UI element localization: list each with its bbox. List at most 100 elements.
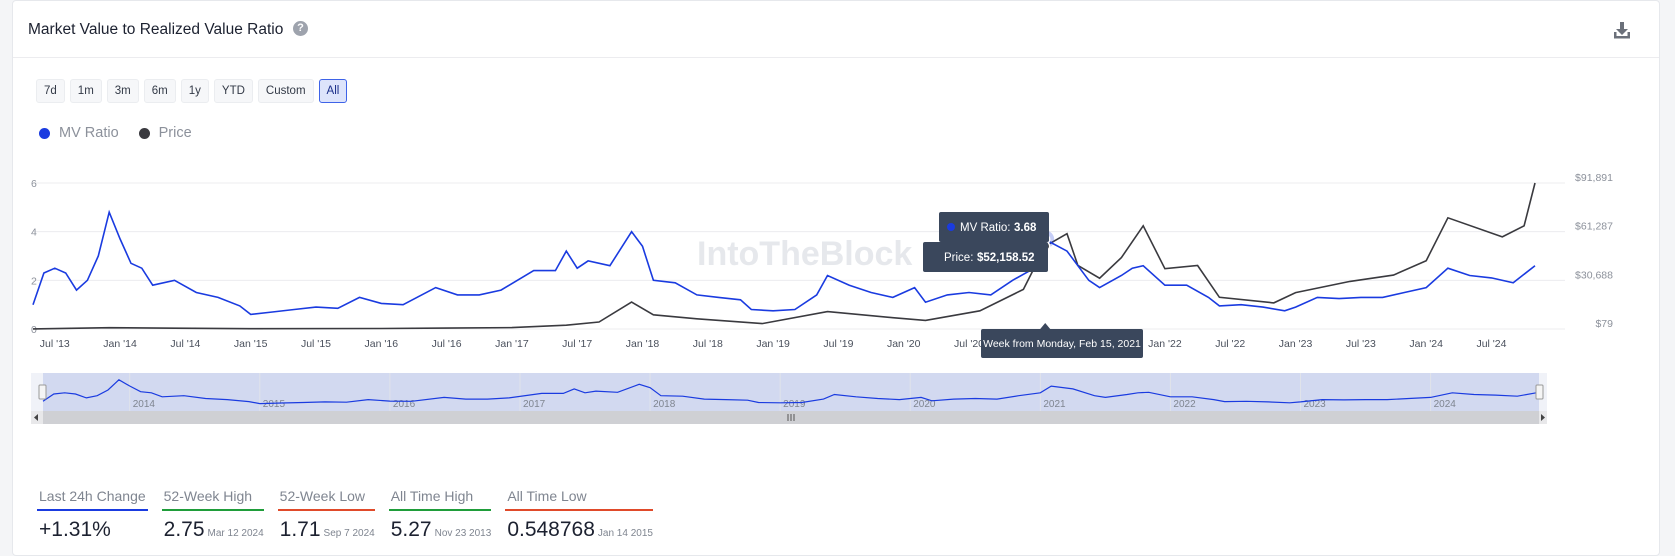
navigator-year-label: 2022 (1173, 399, 1196, 410)
scrollbar-left-arrow-icon (34, 414, 38, 421)
navigator-year-label: 2020 (913, 399, 936, 410)
scrollbar-right-arrow-icon (1541, 414, 1545, 421)
legend-dot-price (138, 127, 150, 139)
y-left-tick-label: 2 (31, 275, 37, 287)
stat-underline (388, 509, 492, 511)
tooltip-mv-dot (947, 223, 955, 231)
y-right-tick-label: $79 (1595, 318, 1613, 330)
x-tick-label: Jul '17 (562, 338, 592, 350)
stat-date: Nov 23 2013 (434, 528, 492, 539)
help-icon[interactable]: ? (293, 21, 308, 36)
x-tick-label: Jan '22 (1148, 338, 1182, 350)
navigator-series-line (42, 379, 1540, 405)
series-line-mv-ratio (32, 209, 1536, 316)
tooltip-mv-value: 3.68 (1014, 222, 1037, 234)
stat-label: Last 24h Change (39, 488, 146, 504)
card-title: Market Value to Realized Value Ratio (28, 21, 284, 38)
range-1y-button[interactable]: 1y (180, 79, 209, 103)
x-tick-label: Jul '20 (954, 338, 984, 350)
stat-value: 2.75 Mar 12 2024 (163, 518, 264, 541)
range-custom-button[interactable]: Custom (257, 79, 314, 103)
stat-value: 1.71 Sep 7 2024 (279, 518, 375, 541)
legend-item-mv-ratio[interactable]: MV Ratio (39, 125, 119, 141)
range-1m-button[interactable]: 1m (69, 79, 102, 103)
x-tick-label: Jan '17 (495, 338, 529, 350)
tooltip-date-text: Week from Monday, Feb 15, 2021 (983, 338, 1141, 350)
stat-label: 52-Week High (163, 488, 253, 504)
stat-value: +1.31% (39, 518, 111, 541)
navigator-year-label: 2021 (1043, 399, 1066, 410)
watermark-text: IntoTheBlock (697, 235, 912, 273)
range-ytd-button[interactable]: YTD (213, 79, 253, 103)
stat-52-week-low: 52-Week Low 1.71 Sep 7 2024 (277, 488, 375, 542)
stat-52-week-high: 52-Week High 2.75 Mar 12 2024 (161, 488, 264, 542)
y-left-tick-label: 6 (31, 178, 37, 190)
tooltip-date-caret (1040, 323, 1051, 329)
x-tick-label: Jul '23 (1346, 338, 1376, 350)
chart-legend: MV Ratio Price (39, 125, 192, 141)
x-tick-label: Jul '16 (432, 338, 462, 350)
x-tick-label: Jul '18 (693, 338, 723, 350)
x-tick-label: Jan '16 (365, 338, 399, 350)
chart-card: Market Value to Realized Value Ratio ? 7… (12, 0, 1660, 556)
y-left-tick-label: 4 (31, 227, 37, 239)
range-3m-button[interactable]: 3m (106, 79, 139, 103)
range-7d-button[interactable]: 7d (36, 79, 65, 103)
navigator-year-label: 2017 (523, 399, 546, 410)
card-header: Market Value to Realized Value Ratio ? (13, 1, 1659, 58)
stat-date: Jan 14 2015 (597, 528, 653, 539)
tooltip-price-box (923, 242, 1048, 272)
y-left-tick-label: 0 (31, 324, 37, 336)
navigator-year-label: 2024 (1434, 399, 1457, 410)
stat-value: 0.548768 Jan 14 2015 (507, 518, 653, 541)
x-tick-label: Jul '15 (301, 338, 331, 350)
x-tick-label: Jan '18 (626, 338, 660, 350)
x-tick-label: Jan '20 (887, 338, 921, 350)
navigator-year-label: 2019 (783, 399, 806, 410)
range-6m-button[interactable]: 6m (143, 79, 176, 103)
navigator-year-label: 2023 (1304, 399, 1327, 410)
x-tick-label: Jan '23 (1279, 338, 1313, 350)
tooltip-mv-box (939, 212, 1049, 242)
x-tick-label: Jul '22 (1215, 338, 1245, 350)
stat-underline (277, 509, 375, 511)
navigator-handle-left (38, 384, 47, 400)
chart-svg[interactable]: 0 2 4 6 $79 $30,688 $61,287 $91,891 IntoTheBlock… (13, 1, 1661, 461)
stat-last-24h-change: Last 24h Change +1.31% (37, 488, 148, 542)
range-all-button[interactable]: All (318, 79, 348, 103)
tooltip-date-box (981, 329, 1143, 358)
x-tick-label: Jul '13 (40, 338, 70, 350)
x-tick-label: Jan '14 (103, 338, 137, 350)
navigator-year-label: 2015 (263, 399, 286, 410)
navigator-year-label: 2016 (393, 399, 416, 410)
x-tick-label: Jul '24 (1476, 338, 1506, 350)
stat-date: Mar 12 2024 (207, 528, 264, 539)
stat-all-time-high: All Time High 5.27 Nov 23 2013 (388, 488, 492, 542)
stat-date: Sep 7 2024 (323, 528, 375, 539)
download-icon[interactable] (1611, 19, 1633, 41)
x-tick-label: Jul '19 (823, 338, 853, 350)
legend-dot-mv-ratio (39, 127, 50, 139)
navigator-selection (43, 373, 1539, 411)
tooltip-price-label: Price: (944, 252, 973, 264)
y-right-tick-label: $30,688 (1575, 269, 1613, 281)
x-tick-label: Jan '19 (756, 338, 790, 350)
stat-underline (161, 509, 264, 511)
stat-label: All Time Low (507, 488, 587, 504)
navigator-year-label: 2018 (653, 399, 676, 410)
stat-value: 5.27 Nov 23 2013 (390, 518, 492, 541)
navigator-handle-right (1535, 384, 1544, 400)
tooltip-mv-label: MV Ratio: (960, 222, 1011, 234)
stat-underline (505, 509, 653, 511)
tooltip-price-value: $52,158.52 (977, 252, 1035, 264)
x-tick-label: Jan '24 (1409, 338, 1443, 350)
range-selector: 7d 1m 3m 6m 1y YTD Custom All (36, 79, 348, 103)
y-right-tick-label: $91,891 (1575, 172, 1613, 184)
legend-label-mv-ratio: MV Ratio (59, 125, 119, 141)
stat-label: 52-Week Low (279, 488, 366, 504)
stat-underline (37, 509, 148, 511)
legend-item-price[interactable]: Price (138, 125, 192, 141)
navigator-year-label: 2014 (133, 399, 156, 410)
legend-label-price: Price (158, 125, 192, 141)
stat-label: All Time High (390, 488, 474, 504)
